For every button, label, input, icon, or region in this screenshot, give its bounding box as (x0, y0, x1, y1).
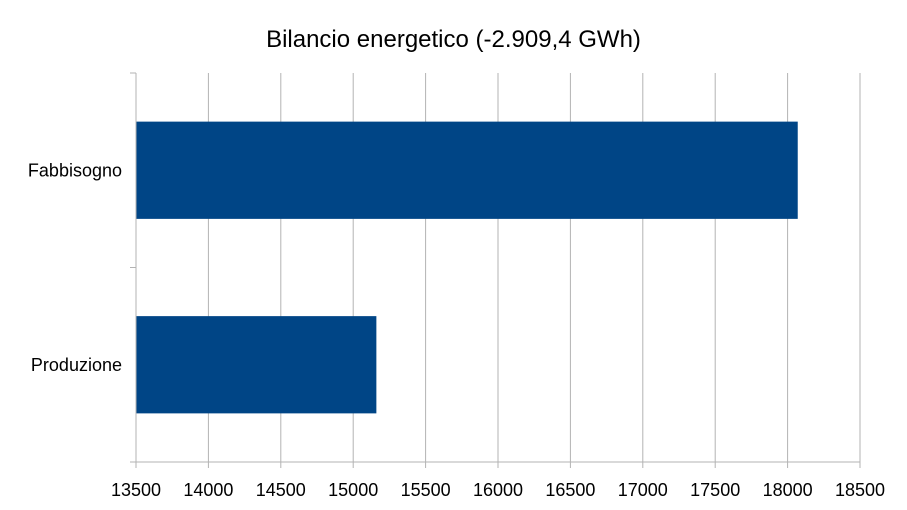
bar-fabbisogno (136, 121, 798, 219)
y-category-label: Produzione (31, 355, 122, 375)
x-tick-label: 16500 (545, 480, 595, 500)
chart-title: Bilancio energetico (-2.909,4 GWh) (266, 26, 641, 53)
x-tick-label: 18000 (763, 480, 813, 500)
y-category-labels: Fabbisogno Produzione (28, 160, 122, 375)
x-tick-label: 13500 (111, 480, 161, 500)
x-tick-label: 16000 (473, 480, 523, 500)
x-tick-labels: 13500 14000 14500 15000 15500 16000 16500 17000… (111, 480, 885, 500)
x-tick-label: 15500 (401, 480, 451, 500)
x-tick-label: 17500 (690, 480, 740, 500)
x-tick-label: 14500 (256, 480, 306, 500)
x-tick-label: 18500 (835, 480, 885, 500)
bar-produzione (136, 316, 377, 414)
x-tick-label: 17000 (618, 480, 668, 500)
bars (136, 121, 798, 414)
axes (130, 72, 860, 463)
x-tick-label: 14000 (183, 480, 233, 500)
x-tick-label: 15000 (328, 480, 378, 500)
y-category-label: Fabbisogno (28, 160, 122, 180)
